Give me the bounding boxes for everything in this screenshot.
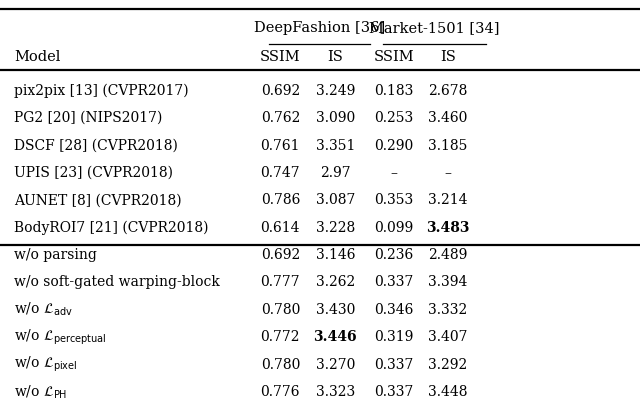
Text: 3.430: 3.430 xyxy=(316,303,355,316)
Text: Market-1501 [34]: Market-1501 [34] xyxy=(369,21,500,35)
Text: 0.183: 0.183 xyxy=(374,84,414,97)
Text: 0.337: 0.337 xyxy=(374,275,414,289)
Text: 3.394: 3.394 xyxy=(428,275,468,289)
Text: w/o $\mathcal{L}_{\mathrm{adv}}$: w/o $\mathcal{L}_{\mathrm{adv}}$ xyxy=(14,301,73,318)
Text: –: – xyxy=(445,166,451,180)
Text: 0.692: 0.692 xyxy=(260,84,300,97)
Text: IS: IS xyxy=(440,50,456,64)
Text: 3.228: 3.228 xyxy=(316,221,355,235)
Text: 3.351: 3.351 xyxy=(316,139,355,152)
Text: 3.460: 3.460 xyxy=(428,111,468,125)
Text: 0.762: 0.762 xyxy=(260,111,300,125)
Text: 0.772: 0.772 xyxy=(260,330,300,344)
Text: DSCF [28] (CVPR2018): DSCF [28] (CVPR2018) xyxy=(14,139,178,152)
Text: 3.185: 3.185 xyxy=(428,139,468,152)
Text: PG2 [20] (NIPS2017): PG2 [20] (NIPS2017) xyxy=(14,111,163,125)
Text: 0.290: 0.290 xyxy=(374,139,414,152)
Text: 0.761: 0.761 xyxy=(260,139,300,152)
Text: 3.087: 3.087 xyxy=(316,194,355,207)
Text: SSIM: SSIM xyxy=(260,50,301,64)
Text: 3.446: 3.446 xyxy=(314,330,357,344)
Text: 0.777: 0.777 xyxy=(260,275,300,289)
Text: Model: Model xyxy=(14,50,60,64)
Text: 3.448: 3.448 xyxy=(428,385,468,399)
Text: pix2pix [13] (CVPR2017): pix2pix [13] (CVPR2017) xyxy=(14,83,189,98)
Text: 0.236: 0.236 xyxy=(374,248,414,261)
Text: 3.292: 3.292 xyxy=(428,358,468,371)
Text: 0.099: 0.099 xyxy=(374,221,414,235)
Text: w/o $\mathcal{L}_{\mathrm{PH}}$: w/o $\mathcal{L}_{\mathrm{PH}}$ xyxy=(14,383,67,401)
Text: 2.97: 2.97 xyxy=(320,166,351,180)
Text: BodyROI7 [21] (CVPR2018): BodyROI7 [21] (CVPR2018) xyxy=(14,221,209,235)
Text: 0.319: 0.319 xyxy=(374,330,414,344)
Text: 0.780: 0.780 xyxy=(260,303,300,316)
Text: DeepFashion [36]: DeepFashion [36] xyxy=(253,21,385,35)
Text: 3.146: 3.146 xyxy=(316,248,355,261)
Text: w/o $\mathcal{L}_{\mathrm{pixel}}$: w/o $\mathcal{L}_{\mathrm{pixel}}$ xyxy=(14,355,77,374)
Text: w/o $\mathcal{L}_{\mathrm{perceptual}}$: w/o $\mathcal{L}_{\mathrm{perceptual}}$ xyxy=(14,327,106,347)
Text: 0.692: 0.692 xyxy=(260,248,300,261)
Text: 0.346: 0.346 xyxy=(374,303,414,316)
Text: 0.614: 0.614 xyxy=(260,221,300,235)
Text: AUNET [8] (CVPR2018): AUNET [8] (CVPR2018) xyxy=(14,194,182,207)
Text: 0.747: 0.747 xyxy=(260,166,300,180)
Text: SSIM: SSIM xyxy=(374,50,415,64)
Text: 3.249: 3.249 xyxy=(316,84,355,97)
Text: 0.780: 0.780 xyxy=(260,358,300,371)
Text: –: – xyxy=(391,166,397,180)
Text: 3.332: 3.332 xyxy=(428,303,468,316)
Text: 0.337: 0.337 xyxy=(374,385,414,399)
Text: IS: IS xyxy=(328,50,343,64)
Text: 3.090: 3.090 xyxy=(316,111,355,125)
Text: 0.337: 0.337 xyxy=(374,358,414,371)
Text: 0.786: 0.786 xyxy=(260,194,300,207)
Text: 3.407: 3.407 xyxy=(428,330,468,344)
Text: 3.483: 3.483 xyxy=(426,221,470,235)
Text: 3.262: 3.262 xyxy=(316,275,355,289)
Text: 3.214: 3.214 xyxy=(428,194,468,207)
Text: 0.353: 0.353 xyxy=(374,194,414,207)
Text: 0.253: 0.253 xyxy=(374,111,414,125)
Text: 3.323: 3.323 xyxy=(316,385,355,399)
Text: 0.776: 0.776 xyxy=(260,385,300,399)
Text: 3.270: 3.270 xyxy=(316,358,355,371)
Text: 2.678: 2.678 xyxy=(428,84,468,97)
Text: w/o parsing: w/o parsing xyxy=(14,248,97,261)
Text: w/o soft-gated warping-block: w/o soft-gated warping-block xyxy=(14,275,220,289)
Text: 2.489: 2.489 xyxy=(428,248,468,261)
Text: UPIS [23] (CVPR2018): UPIS [23] (CVPR2018) xyxy=(14,166,173,180)
